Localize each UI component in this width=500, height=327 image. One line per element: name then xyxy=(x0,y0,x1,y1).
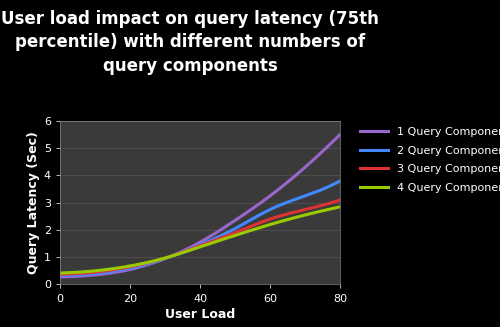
4 Query Components xyxy=(57,271,63,275)
4 Query Components xyxy=(293,215,299,219)
3 Query Components xyxy=(58,272,64,276)
2 Query Components xyxy=(57,273,63,277)
2 Query Components xyxy=(228,229,234,232)
1 Query Component xyxy=(311,158,317,162)
2 Query Components xyxy=(293,197,299,201)
1 Query Component xyxy=(228,221,234,225)
Line: 4 Query Components: 4 Query Components xyxy=(60,207,340,273)
3 Query Components xyxy=(57,272,63,276)
Line: 3 Query Components: 3 Query Components xyxy=(60,200,340,274)
4 Query Components xyxy=(58,271,64,275)
2 Query Components xyxy=(224,231,230,235)
1 Query Component xyxy=(293,173,299,177)
1 Query Component xyxy=(337,133,343,137)
Y-axis label: Query Latency (Sec): Query Latency (Sec) xyxy=(26,131,40,274)
1 Query Component xyxy=(58,275,64,279)
4 Query Components xyxy=(228,235,234,239)
3 Query Components xyxy=(311,205,317,209)
Line: 2 Query Components: 2 Query Components xyxy=(60,181,340,275)
1 Query Component xyxy=(224,224,230,228)
2 Query Components xyxy=(58,273,64,277)
3 Query Components xyxy=(293,210,299,214)
4 Query Components xyxy=(224,236,230,240)
3 Query Components xyxy=(337,198,343,202)
1 Query Component xyxy=(223,225,229,229)
Legend: 1 Query Component, 2 Query Components, 3 Query Components, 4 Query Components: 1 Query Component, 2 Query Components, 3… xyxy=(357,123,500,197)
2 Query Components xyxy=(311,191,317,195)
4 Query Components xyxy=(223,236,229,240)
3 Query Components xyxy=(228,232,234,236)
X-axis label: User Load: User Load xyxy=(165,308,235,321)
2 Query Components xyxy=(337,179,343,183)
4 Query Components xyxy=(337,205,343,209)
2 Query Components xyxy=(223,232,229,235)
4 Query Components xyxy=(311,211,317,215)
Line: 1 Query Component: 1 Query Component xyxy=(60,135,340,277)
3 Query Components xyxy=(223,234,229,238)
1 Query Component xyxy=(57,275,63,279)
3 Query Components xyxy=(224,234,230,238)
Text: User load impact on query latency (75th
percentile) with different numbers of
qu: User load impact on query latency (75th … xyxy=(1,10,379,75)
